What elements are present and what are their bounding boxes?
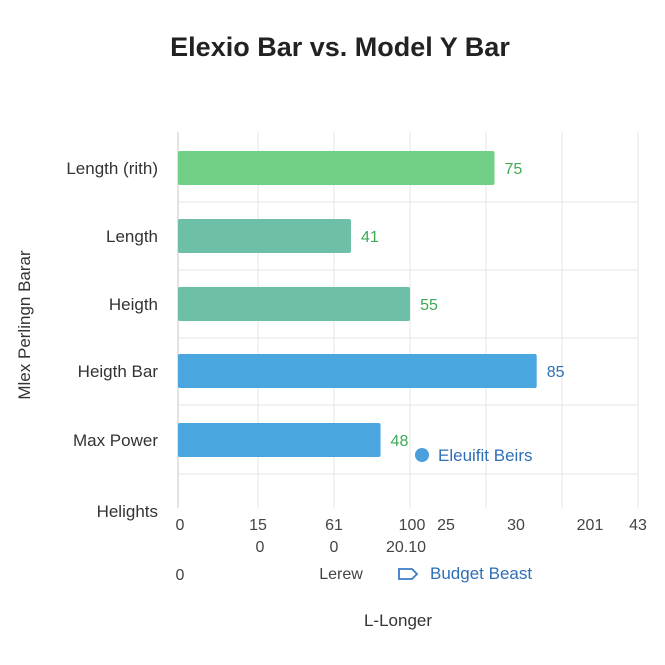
x-tick-label-secondary: 0 bbox=[256, 539, 265, 556]
category-label: Max Power bbox=[73, 431, 158, 450]
bar bbox=[178, 354, 537, 388]
bar bbox=[178, 423, 381, 457]
bar bbox=[178, 219, 352, 253]
legend-label: Eleuifit Beirs bbox=[438, 446, 532, 465]
category-label: Length (rith) bbox=[66, 159, 158, 178]
x-tick-label: 15 bbox=[249, 517, 267, 534]
bars bbox=[178, 151, 537, 457]
x-tick-label: 100 bbox=[399, 517, 426, 534]
x-axis-title: L-Longer bbox=[364, 611, 432, 630]
chart-title: Elexio Bar vs. Model Y Bar bbox=[170, 32, 510, 62]
x-tick-label: 25 bbox=[437, 517, 455, 534]
legend: Eleuifit Beirs Budget Beast bbox=[398, 446, 532, 583]
legend-marker-tag bbox=[398, 568, 419, 580]
bar bbox=[178, 151, 495, 185]
category-labels: Length (rith) Length Heigth Heigth Bar Max P… bbox=[66, 159, 158, 521]
value-label: 75 bbox=[505, 161, 523, 178]
value-labels: 75 41 55 85 48 bbox=[361, 161, 565, 450]
legend-label: Budget Beast bbox=[430, 564, 532, 583]
x-tick-label: 61 bbox=[325, 517, 343, 534]
legend-marker-circle bbox=[415, 448, 429, 462]
x-tick-label-secondary: 20.10 bbox=[386, 539, 426, 556]
y-axis-title: Mlex Perlingn Barar bbox=[15, 250, 34, 400]
extra-axis-label: Lerew bbox=[319, 566, 363, 583]
category-label: Helights bbox=[97, 502, 158, 521]
extra-axis-label: 0 bbox=[176, 567, 185, 584]
grid-lines bbox=[177, 132, 639, 508]
x-tick-label-secondary: 0 bbox=[330, 539, 339, 556]
value-label: 48 bbox=[391, 433, 409, 450]
category-label: Length bbox=[106, 227, 158, 246]
x-tick-label: 0 bbox=[176, 517, 185, 534]
x-tick-label: 43 bbox=[629, 517, 647, 534]
category-label: Heigth Bar bbox=[78, 362, 159, 381]
value-label: 41 bbox=[361, 229, 379, 246]
value-label: 85 bbox=[547, 364, 565, 381]
bar bbox=[178, 287, 411, 321]
x-tick-labels: 0 15 61 100 25 30 201 43 0 0 20.10 0 Lerew bbox=[176, 517, 647, 584]
category-label: Heigth bbox=[109, 295, 158, 314]
x-tick-label: 201 bbox=[577, 517, 604, 534]
value-label: 55 bbox=[420, 297, 438, 314]
x-tick-label: 30 bbox=[507, 517, 525, 534]
